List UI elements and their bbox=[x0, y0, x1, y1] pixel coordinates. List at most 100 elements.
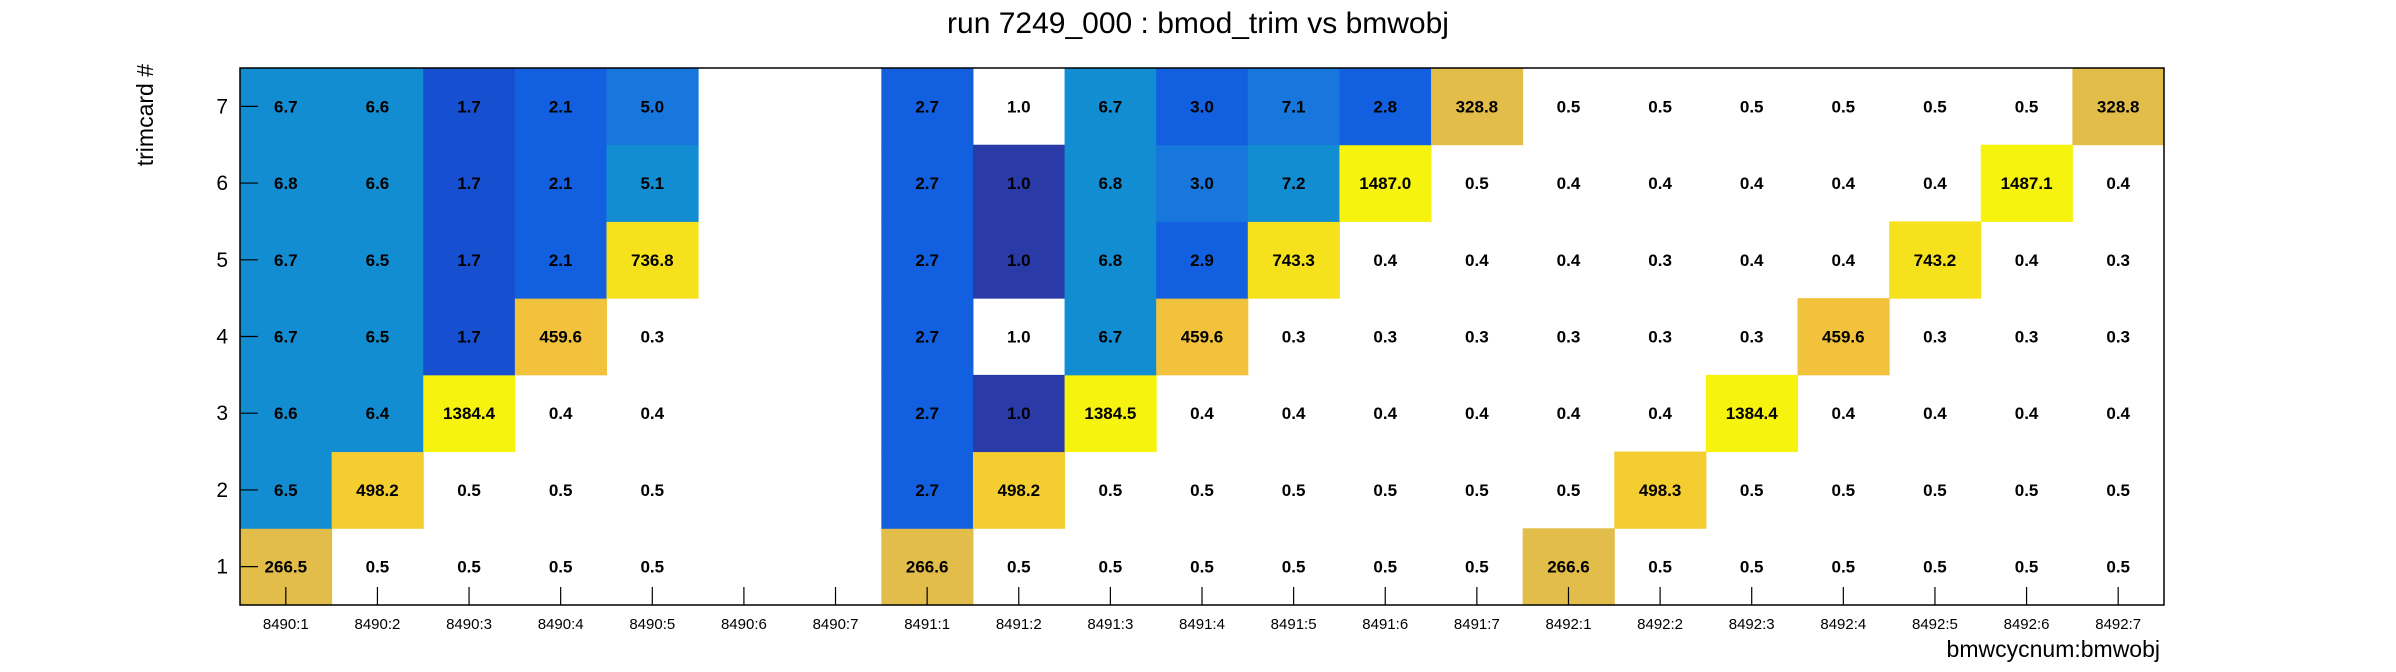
y-axis-ticks: 1 2 3 4 5 6 7 bbox=[216, 95, 258, 579]
cell-value-label: 0.3 bbox=[1648, 251, 1672, 270]
cell-value-label: 0.5 bbox=[1648, 97, 1672, 116]
cell-value-label: 0.5 bbox=[1373, 558, 1397, 577]
cell-value-label: 0.5 bbox=[1648, 558, 1672, 577]
cell-value-label: 0.4 bbox=[1648, 174, 1672, 193]
cell-value-label: 0.4 bbox=[1465, 404, 1489, 423]
cell-value-label: 0.4 bbox=[549, 404, 573, 423]
cell-value-label: 0.5 bbox=[1282, 481, 1306, 500]
cell-value-label: 0.5 bbox=[1923, 558, 1947, 577]
cell-value-label: 0.4 bbox=[1832, 174, 1856, 193]
x-tick-label: 8492:2 bbox=[1637, 616, 1683, 633]
heatmap-cell bbox=[1980, 144, 2073, 222]
y-tick-label: 7 bbox=[216, 95, 228, 118]
heatmap-cell bbox=[423, 374, 516, 453]
cell-value-label: 266.6 bbox=[1547, 558, 1590, 577]
cell-value-label: 2.7 bbox=[915, 328, 939, 347]
heatmap-cell bbox=[1064, 68, 1157, 146]
heatmap-cell bbox=[1431, 68, 1524, 146]
y-axis-title: trimcard # bbox=[132, 64, 158, 166]
x-tick-label: 8491:1 bbox=[904, 616, 950, 633]
cell-value-label: 0.5 bbox=[366, 558, 390, 577]
cell-value-label: 0.3 bbox=[1373, 328, 1397, 347]
heatmap-cell bbox=[1247, 68, 1340, 146]
heatmap-cell bbox=[331, 298, 424, 376]
y-tick-label: 5 bbox=[216, 249, 228, 272]
heatmap-cell bbox=[972, 451, 1066, 529]
cell-value-label: 0.5 bbox=[1007, 558, 1031, 577]
x-tick-label: 8490:7 bbox=[813, 616, 859, 633]
heatmap-cell bbox=[1064, 298, 1157, 376]
cell-value-label: 459.6 bbox=[1822, 328, 1865, 347]
cell-value-label: 1384.4 bbox=[443, 404, 496, 423]
cell-value-label: 0.5 bbox=[549, 481, 573, 500]
cell-value-label: 6.8 bbox=[274, 174, 298, 193]
cell-value-label: 6.4 bbox=[366, 404, 390, 423]
cell-value-label: 0.5 bbox=[1557, 97, 1581, 116]
x-tick-label: 8491:3 bbox=[1087, 616, 1133, 633]
cell-value-label: 1.0 bbox=[1007, 328, 1031, 347]
cell-value-label: 3.0 bbox=[1190, 174, 1214, 193]
heatmap-cell-labels: 266.5 0.5 0.5 0.5 0.5 266.6 0.5 0.5 0.5 0.5 0.5 0.5… bbox=[265, 97, 2140, 576]
cell-value-label: 0.5 bbox=[640, 481, 664, 500]
x-tick-label: 8491:6 bbox=[1362, 616, 1408, 633]
cell-value-label: 0.4 bbox=[1557, 174, 1581, 193]
cell-value-label: 6.8 bbox=[1099, 251, 1123, 270]
cell-value-label: 0.5 bbox=[2015, 481, 2039, 500]
cell-value-label: 1487.1 bbox=[2001, 174, 2053, 193]
x-tick-label: 8491:5 bbox=[1271, 616, 1317, 633]
cell-value-label: 0.4 bbox=[1373, 404, 1397, 423]
x-tick-label: 8492:1 bbox=[1546, 616, 1592, 633]
cell-value-label: 0.5 bbox=[1740, 481, 1764, 500]
x-tick-label: 8490:4 bbox=[538, 616, 584, 633]
cell-value-label: 6.7 bbox=[1099, 97, 1123, 116]
heatmap-cell bbox=[514, 298, 607, 376]
heatmap-cell bbox=[1705, 374, 1799, 453]
heatmap-cell bbox=[331, 221, 424, 299]
x-tick-label: 8491:7 bbox=[1454, 616, 1500, 633]
cell-value-label: 0.3 bbox=[1557, 328, 1581, 347]
cell-value-label: 1487.0 bbox=[1359, 174, 1411, 193]
cell-value-label: 0.4 bbox=[1648, 404, 1672, 423]
heatmap-cell bbox=[881, 451, 974, 529]
cell-value-label: 1.7 bbox=[457, 174, 481, 193]
cell-value-label: 6.7 bbox=[1099, 328, 1123, 347]
cell-value-label: 6.6 bbox=[274, 404, 298, 423]
heatmap-cell bbox=[606, 221, 699, 299]
heatmap-cell bbox=[1064, 221, 1157, 299]
cell-value-label: 0.3 bbox=[1740, 328, 1764, 347]
y-tick-label: 2 bbox=[216, 479, 228, 502]
cell-value-label: 0.4 bbox=[1557, 404, 1581, 423]
cell-value-label: 0.5 bbox=[2015, 97, 2039, 116]
cell-value-label: 0.4 bbox=[2106, 404, 2130, 423]
cell-value-label: 266.6 bbox=[906, 558, 949, 577]
cell-value-label: 498.2 bbox=[356, 481, 399, 500]
cell-value-label: 0.3 bbox=[1648, 328, 1672, 347]
cell-value-label: 0.5 bbox=[1923, 481, 1947, 500]
heatmap-cell bbox=[881, 374, 974, 453]
heatmap-cell bbox=[1156, 68, 1249, 146]
cell-value-label: 743.2 bbox=[1914, 251, 1957, 270]
cell-value-label: 0.4 bbox=[2015, 404, 2039, 423]
cell-value-label: 736.8 bbox=[631, 251, 674, 270]
cell-value-label: 0.5 bbox=[1465, 174, 1489, 193]
heatmap-cell bbox=[1064, 144, 1157, 222]
heatmap-cell bbox=[1064, 374, 1157, 453]
x-tick-label: 8491:4 bbox=[1179, 616, 1225, 633]
heatmap-cell bbox=[881, 298, 974, 376]
cell-value-label: 1384.5 bbox=[1084, 404, 1136, 423]
heatmap-cell bbox=[331, 374, 424, 453]
cell-value-label: 0.5 bbox=[1373, 481, 1397, 500]
cell-value-label: 328.8 bbox=[1456, 97, 1499, 116]
cell-value-label: 6.5 bbox=[366, 251, 390, 270]
x-tick-label: 8490:6 bbox=[721, 616, 767, 633]
heatmap-cell bbox=[1156, 144, 1249, 222]
cell-value-label: 0.4 bbox=[2106, 174, 2130, 193]
heatmap-cell bbox=[1889, 221, 1982, 299]
heatmap-cell bbox=[1339, 144, 1432, 222]
cell-value-label: 2.7 bbox=[915, 251, 939, 270]
heatmap-cell bbox=[881, 144, 974, 222]
heatmap-cell bbox=[972, 144, 1066, 222]
x-tick-label: 8492:7 bbox=[2095, 616, 2141, 633]
heatmap-cell bbox=[881, 221, 974, 299]
heatmap-cell bbox=[514, 221, 607, 299]
